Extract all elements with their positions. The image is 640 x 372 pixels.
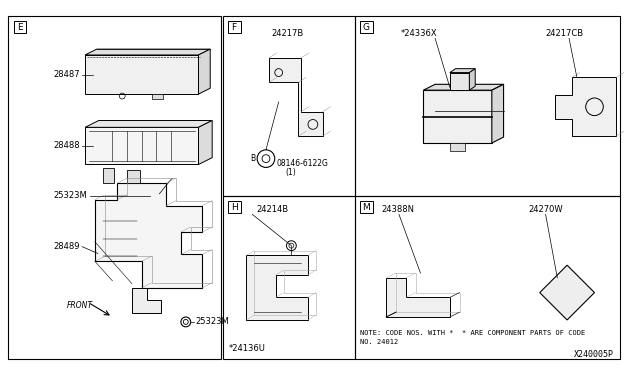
Polygon shape [386, 278, 450, 317]
Polygon shape [85, 121, 212, 127]
Polygon shape [102, 169, 115, 183]
Bar [360, 201, 372, 214]
Polygon shape [198, 121, 212, 164]
Polygon shape [469, 69, 476, 90]
Bar [228, 21, 241, 33]
Polygon shape [85, 55, 198, 94]
Text: 28487: 28487 [54, 70, 81, 79]
Text: 24217CB: 24217CB [546, 29, 584, 38]
Polygon shape [198, 49, 210, 94]
Text: 28488: 28488 [54, 141, 81, 150]
Polygon shape [450, 69, 476, 73]
Polygon shape [540, 265, 595, 320]
Text: FRONT: FRONT [67, 301, 93, 310]
Polygon shape [556, 77, 616, 136]
Polygon shape [152, 94, 163, 99]
Text: *24336X: *24336X [401, 29, 438, 38]
Text: G: G [363, 23, 370, 32]
Text: 28489: 28489 [54, 242, 80, 251]
Bar [13, 21, 26, 33]
Text: 08146-6122G: 08146-6122G [276, 159, 328, 168]
Polygon shape [450, 143, 465, 151]
Polygon shape [269, 58, 323, 136]
Text: 24214B: 24214B [256, 205, 288, 214]
Text: 24217B: 24217B [272, 29, 304, 38]
Text: H: H [231, 202, 237, 212]
Polygon shape [127, 170, 140, 183]
Text: E: E [17, 23, 23, 32]
Text: 24388N: 24388N [381, 205, 414, 214]
Text: F: F [232, 23, 237, 32]
Polygon shape [492, 84, 504, 143]
Text: M: M [362, 202, 370, 212]
Text: 25323M: 25323M [54, 191, 88, 200]
Polygon shape [424, 90, 492, 143]
Text: X240005P: X240005P [574, 350, 614, 359]
Bar [8, 16, 221, 359]
Bar [355, 16, 620, 196]
Text: NOTE: CODE NOS. WITH *  * ARE COMPONENT PARTS OF CODE: NOTE: CODE NOS. WITH * * ARE COMPONENT P… [360, 330, 585, 336]
Bar [355, 196, 620, 359]
Bar [223, 196, 355, 359]
Bar [228, 201, 241, 214]
Polygon shape [246, 256, 308, 320]
Polygon shape [132, 288, 161, 313]
Text: B: B [250, 154, 255, 163]
Text: NO. 24012: NO. 24012 [360, 339, 398, 346]
Text: *24136U: *24136U [229, 344, 266, 353]
Bar [223, 16, 355, 196]
Polygon shape [85, 49, 210, 55]
Text: 25323M: 25323M [196, 317, 229, 326]
Bar [360, 21, 372, 33]
Text: 24270W: 24270W [528, 205, 563, 214]
Text: (1): (1) [285, 168, 296, 177]
Polygon shape [450, 73, 469, 90]
Polygon shape [95, 183, 202, 288]
Polygon shape [424, 84, 504, 90]
Polygon shape [85, 127, 198, 164]
